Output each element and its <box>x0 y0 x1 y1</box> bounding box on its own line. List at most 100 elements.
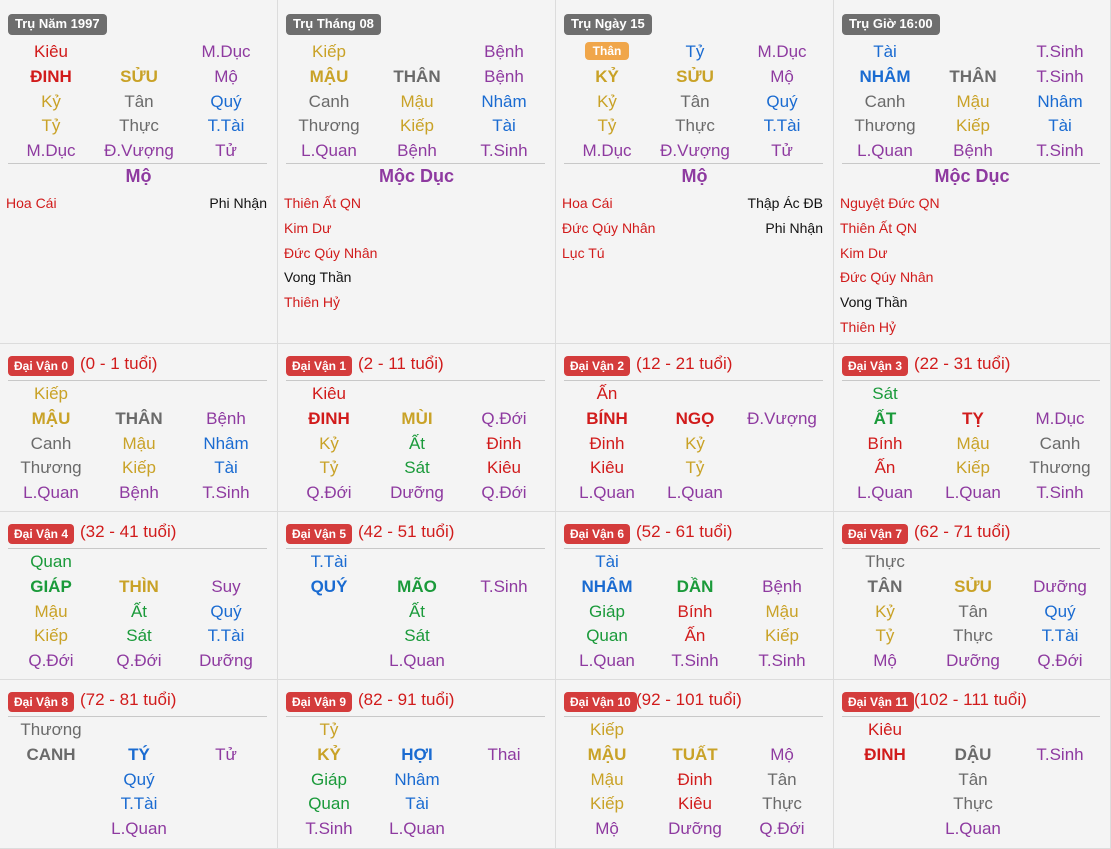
element-row: T.Tài <box>0 792 277 816</box>
life-stage-text: Bệnh <box>484 66 524 86</box>
element-text: Tử <box>771 141 793 161</box>
element-text: Kiếp <box>33 384 69 403</box>
element-text: Kiêu <box>33 42 69 61</box>
element-row: Tỷ Thực T.Tài <box>556 114 833 138</box>
element-text: Kiêu <box>589 458 625 478</box>
life-stage-text: Q.Đới <box>481 408 527 428</box>
can-chi-text: DẬU <box>954 744 992 764</box>
element-text: Mộ <box>873 651 897 671</box>
element-row: M.Dục Đ.Vượng Tử <box>0 139 277 163</box>
element-row: Kỷ Tân Quý <box>556 90 833 114</box>
element-text: Thực <box>119 116 159 136</box>
star-label: Phi Nhận <box>765 219 823 236</box>
can-chi-text: HỢI <box>401 744 433 764</box>
star-label: Hoa Cái <box>6 195 57 211</box>
dai-van-badge: Đại Vận 3 <box>842 356 909 376</box>
element-text: Bệnh <box>119 483 159 503</box>
element-row: Mộ Dưỡng Q.Đới <box>834 649 1110 673</box>
can-chi-text: ĐINH <box>308 408 350 428</box>
divider <box>286 716 545 717</box>
can-chi-text: THÂN <box>115 408 163 428</box>
dai-van-cell: Đại Vận 3 (22 - 31 tuổi) Sát ẤT TỴ M.Dục Bính M… <box>834 344 1111 512</box>
can-chi-text: ẤT <box>873 408 897 428</box>
element-row: Kiêu <box>834 718 1110 742</box>
element-text: Tỷ <box>41 116 61 136</box>
element-row: Kiêu Tỷ <box>556 456 833 480</box>
dai-van-cell: Đại Vận 8 (72 - 81 tuổi) Thương CANH TÝ Tử Quý… <box>0 680 278 849</box>
element-row: Tỷ <box>278 718 555 742</box>
element-row: M.Dục Đ.Vượng Tử <box>556 139 833 163</box>
element-text: Kiêu <box>311 384 347 403</box>
star-label: Thiên Hỷ <box>284 294 341 311</box>
pillar-cell: Trụ Tháng 08 Kiếp Bệnh MẬU THÂN Bệnh Canh Mậu Nh… <box>278 0 556 344</box>
element-row: MẬU TUẤT Mộ <box>556 743 833 767</box>
life-stage-text: Bệnh <box>206 408 246 428</box>
element-row: Canh Mậu Nhâm <box>834 90 1110 114</box>
life-stage-title: Mộc Dục <box>378 166 454 186</box>
element-row: Kiếp Bệnh <box>278 40 555 64</box>
element-text: Dưỡng <box>946 651 1000 671</box>
divider <box>8 380 267 381</box>
element-text: Thương <box>20 458 82 478</box>
element-text: L.Quan <box>579 651 635 671</box>
star-label: Hoa Cái <box>562 195 613 211</box>
than-badge: Thân <box>584 42 630 60</box>
element-text: Quý <box>1044 601 1076 621</box>
element-text: T.Tài <box>207 116 245 136</box>
element-row: Tỷ Sát Kiêu <box>278 456 555 480</box>
dai-van-cell: Đại Vận 9 (82 - 91 tuổi) Tỷ KỶ HỢI Thai Giáp Nh… <box>278 680 556 849</box>
dai-van-badge: Đại Vận 9 <box>286 692 353 712</box>
can-chi-text: TÂN <box>867 576 903 596</box>
pillar-title-badge: Trụ Năm 1997 <box>8 14 107 35</box>
element-text: Kiếp <box>33 626 69 646</box>
element-text: Kiêu <box>677 794 713 814</box>
element-text: Tỷ <box>319 720 339 739</box>
element-text: Ấn <box>874 458 896 478</box>
element-text: M.Dục <box>201 42 251 61</box>
dai-van-cell: Đại Vận 4 (32 - 41 tuổi) Quan GIÁP THÌN Suy Mậ… <box>0 512 278 680</box>
element-text: Quan <box>30 552 72 571</box>
element-row: Thương Kiếp Tài <box>0 456 277 480</box>
element-row: L.Quan L.Quan T.Sinh <box>834 481 1110 505</box>
element-text: Nhâm <box>394 769 440 789</box>
can-chi-text: KỶ <box>595 66 619 86</box>
element-text: L.Quan <box>945 819 1001 839</box>
element-text: Mậu <box>400 91 434 111</box>
element-text: Quan <box>586 626 628 646</box>
element-text: Kiếp <box>589 794 625 814</box>
element-text: Canh <box>30 433 72 453</box>
element-text: T.Sinh <box>671 651 719 671</box>
star-label: Vong Thần <box>284 269 352 286</box>
star-label: Thập Ác ĐB <box>747 195 823 211</box>
life-stage-title: Mộc Dục <box>934 166 1010 186</box>
element-text: Tỷ <box>685 458 705 478</box>
pillar-title-badge: Trụ Ngày 15 <box>564 14 652 35</box>
element-row: Kiếp Sát T.Tài <box>0 624 277 648</box>
element-text: Canh <box>308 91 350 111</box>
star-label: Nguyệt Đức QN <box>840 195 940 211</box>
element-row: NHÂM DẦN Bệnh <box>556 575 833 599</box>
element-row: Quý <box>0 768 277 792</box>
element-row: Thực <box>834 792 1110 816</box>
can-chi-text: NHÂM <box>859 66 911 86</box>
life-stage-title: Mộ <box>125 166 152 186</box>
element-text: Bệnh <box>397 141 437 161</box>
element-text: Tỷ <box>597 116 617 136</box>
divider <box>842 380 1100 381</box>
element-text: Mậu <box>956 91 990 111</box>
element-row: ĐINH DẬU T.Sinh <box>834 743 1110 767</box>
life-stage-text: Mộ <box>770 744 794 764</box>
element-text: Ất <box>408 601 426 621</box>
element-row: Mậu Đinh Tân <box>556 768 833 792</box>
element-row: L.Quan <box>278 649 555 673</box>
element-row: L.Quan Bệnh T.Sinh <box>0 481 277 505</box>
element-text: T.Sinh <box>305 819 353 839</box>
star-label: Vong Thần <box>840 294 908 311</box>
element-row: Sát <box>834 382 1110 406</box>
element-row: Tỷ Thực T.Tài <box>834 624 1110 648</box>
life-stage-text: Đ.Vượng <box>747 408 817 428</box>
can-chi-text: THÂN <box>949 66 997 86</box>
element-text: Đinh <box>677 769 713 789</box>
life-stage-text: Mộ <box>214 66 238 86</box>
can-chi-text: NHÂM <box>581 576 633 596</box>
